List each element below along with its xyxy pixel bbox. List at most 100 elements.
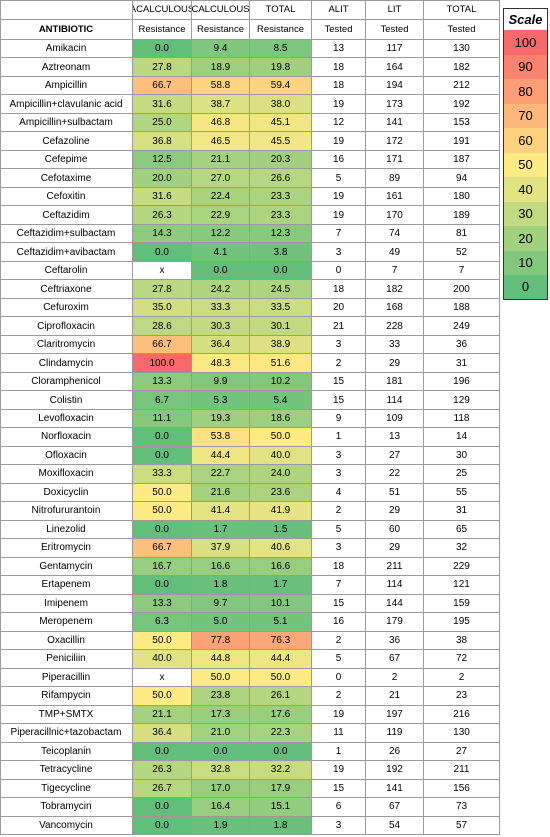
header-cell: CALCULOUS (192, 0, 250, 20)
table-cell: 25 (424, 465, 500, 484)
antibiotic-name: Piperacillnic+tazobactam (0, 724, 133, 743)
table-cell: 94 (424, 169, 500, 188)
table-cell: 54 (366, 816, 424, 835)
table-cell: 197 (366, 705, 424, 725)
table-cell: 38 (424, 631, 500, 651)
antibiotic-name: Ampicillin+sulbactam (0, 113, 133, 133)
table-cell: 12.2 (192, 224, 250, 244)
antibiotic-name: Tetracycline (0, 761, 133, 780)
table-cell: 16.6 (192, 557, 250, 577)
antibiotic-name: Ceftazidim (0, 206, 133, 225)
table-cell: 10.2 (250, 372, 312, 392)
table-cell: 121 (424, 576, 500, 595)
table-cell: 0.0 (133, 446, 192, 466)
table-cell: 3 (312, 816, 366, 835)
table-cell: 74 (366, 224, 424, 244)
header-cell: ANTIBIOTIC (0, 20, 133, 40)
table-cell: 26.3 (133, 206, 192, 225)
table-cell: 5 (312, 650, 366, 669)
table-cell: 7 (366, 261, 424, 281)
antibiotic-name: Cefazoline (0, 132, 133, 151)
antibiotic-name: Cloramphenicol (0, 372, 133, 392)
table-cell: 50.0 (192, 668, 250, 688)
antibiotic-name: Imipenem (0, 594, 133, 614)
table-cell: 8.5 (250, 40, 312, 59)
table-cell: 24.5 (250, 280, 312, 299)
table-cell: 32 (424, 539, 500, 558)
table-cell: 109 (366, 409, 424, 429)
scale-step: 20 (503, 226, 548, 251)
table-cell: 18 (312, 76, 366, 96)
table-cell: 50.0 (250, 668, 312, 688)
table-cell: 15 (312, 391, 366, 410)
table-cell: 76.3 (250, 631, 312, 651)
scale-step: 40 (503, 177, 548, 202)
antibiotic-name: Ceftazidim+sulbactam (0, 224, 133, 244)
table-cell: 2 (366, 668, 424, 688)
table-cell: 173 (366, 95, 424, 114)
antibiotic-name: Colistin (0, 391, 133, 410)
table-cell: 31.6 (133, 95, 192, 114)
table-cell: 24.2 (192, 280, 250, 299)
header-cell: Tested (312, 20, 366, 40)
table-cell: 114 (366, 576, 424, 595)
table-cell: 212 (424, 76, 500, 96)
table-cell: 3 (312, 243, 366, 262)
table-cell: 66.7 (133, 335, 192, 355)
table-cell: 67 (366, 650, 424, 669)
scale-step: 50 (503, 152, 548, 177)
table-cell: 211 (366, 557, 424, 577)
table-cell: 33.5 (250, 298, 312, 318)
table-cell: 192 (424, 95, 500, 114)
table-cell: 44.8 (192, 650, 250, 669)
table-cell: 16 (312, 150, 366, 170)
table-cell: 0.0 (133, 798, 192, 817)
table-cell: 29 (366, 539, 424, 558)
antibiotic-name: Clindamycin (0, 354, 133, 373)
table-cell: 19 (312, 132, 366, 151)
table-cell: 153 (424, 113, 500, 133)
antibiotic-name: Aztreonam (0, 58, 133, 77)
table-cell: 12.3 (250, 224, 312, 244)
table-cell: 36.4 (192, 335, 250, 355)
table-cell: 59.4 (250, 76, 312, 96)
table-cell: 21.0 (192, 724, 250, 743)
table-cell: 21 (366, 687, 424, 706)
table-cell: 6.7 (133, 391, 192, 410)
header-cell: ALIT (312, 0, 366, 20)
antibiotic-name: Eritromycin (0, 539, 133, 558)
table-cell: 0.0 (250, 261, 312, 281)
table-cell: 17.0 (192, 779, 250, 799)
table-cell: 2 (312, 687, 366, 706)
table-cell: 20 (312, 298, 366, 318)
table-cell: 130 (424, 724, 500, 743)
antibiotic-name: Cefotaxime (0, 169, 133, 188)
table-cell: 18 (312, 557, 366, 577)
table-cell: 11.1 (133, 409, 192, 429)
table-cell: 141 (366, 779, 424, 799)
table-cell: 229 (424, 557, 500, 577)
table-cell: 19 (312, 705, 366, 725)
table-cell: 24.0 (250, 465, 312, 484)
scale-step: 70 (503, 103, 548, 128)
table-cell: 33.3 (192, 298, 250, 318)
table-cell: 41.9 (250, 502, 312, 521)
table-cell: 6.3 (133, 613, 192, 632)
table-cell: 36.8 (133, 132, 192, 151)
table-cell: 19 (312, 187, 366, 207)
table-cell: 14.3 (133, 224, 192, 244)
table-cell: 18 (312, 280, 366, 299)
table-cell: 50.0 (133, 687, 192, 706)
table-cell: 89 (366, 169, 424, 188)
header-cell: TOTAL (424, 0, 500, 20)
table-cell: 0.0 (133, 428, 192, 447)
scale-step: 30 (503, 201, 548, 226)
antibiotic-name: Linezolid (0, 520, 133, 540)
table-cell: 26.6 (250, 169, 312, 188)
table-cell: 5 (312, 520, 366, 540)
table-cell: 3.8 (250, 243, 312, 262)
antibiotic-name: Ofloxacin (0, 446, 133, 466)
antibiotic-name: Gentamycin (0, 557, 133, 577)
scale-title: Scale (503, 8, 548, 30)
table-cell: 119 (366, 724, 424, 743)
